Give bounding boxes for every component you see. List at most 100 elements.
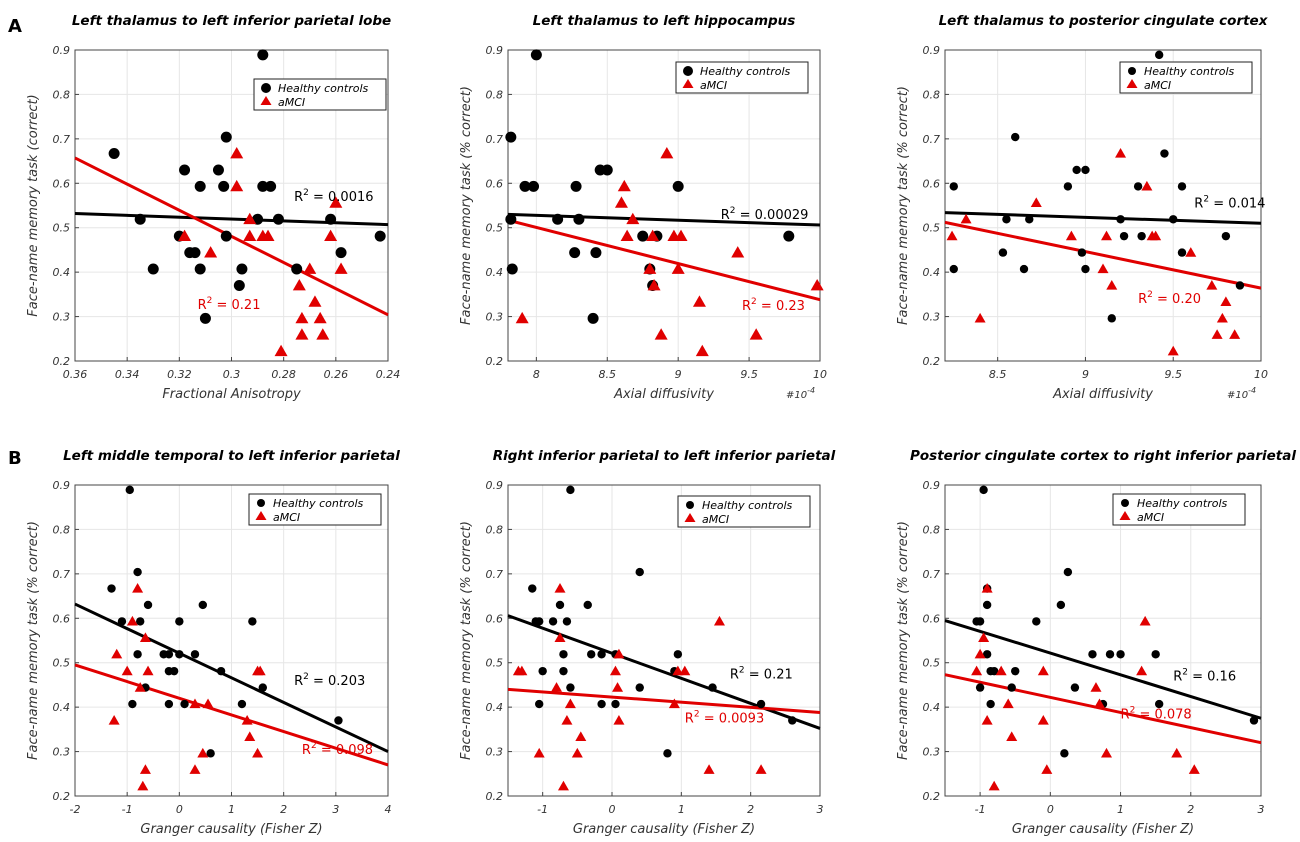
amci-point bbox=[1220, 296, 1232, 307]
x-tick-label: 0.34 bbox=[115, 368, 140, 381]
healthy-point bbox=[128, 699, 137, 709]
healthy-point bbox=[569, 247, 581, 259]
y-tick-label: 0.3 bbox=[923, 311, 941, 324]
y-tick-label: 0.4 bbox=[486, 266, 504, 279]
amci-point bbox=[308, 295, 322, 307]
amci-point bbox=[303, 262, 317, 274]
healthy-point bbox=[291, 263, 303, 275]
y-tick-label: 0.6 bbox=[923, 612, 941, 625]
y-tick-label: 0.7 bbox=[486, 568, 504, 581]
amci-fit-line bbox=[944, 220, 1262, 290]
healthy-point bbox=[552, 213, 564, 225]
amci-point bbox=[571, 747, 583, 758]
legend-healthy-marker bbox=[257, 499, 265, 507]
healthy-point bbox=[637, 230, 649, 242]
y-tick-label: 0.6 bbox=[486, 612, 504, 625]
x-tick-label: -2 bbox=[70, 803, 81, 816]
y-tick-label: 0.8 bbox=[923, 88, 941, 101]
healthy-point bbox=[194, 180, 206, 192]
x-tick-label: 2 bbox=[747, 803, 754, 816]
r2-amci-prefix: R bbox=[198, 298, 207, 313]
healthy-point bbox=[635, 567, 644, 577]
healthy-point bbox=[179, 164, 191, 176]
amci-point bbox=[646, 229, 660, 242]
amci-fit-line bbox=[74, 663, 389, 767]
healthy-point bbox=[374, 230, 386, 242]
amci-point bbox=[1115, 148, 1127, 158]
y-tick-label: 0.8 bbox=[923, 523, 941, 536]
chart-4: -2 -1 0 1 2 3 4 0.2 0.3 0.4 0.5 0.6 0.7 0.8 0.9 Left mi… bbox=[26, 448, 400, 837]
legend-healthy-label: Healthy controls bbox=[700, 65, 790, 78]
healthy-fit-line bbox=[944, 619, 1262, 720]
amci-point bbox=[292, 278, 306, 291]
amci-fit-line bbox=[944, 673, 1262, 745]
amci-point bbox=[1188, 764, 1200, 774]
healthy-point bbox=[1116, 215, 1125, 224]
healthy-point bbox=[528, 584, 537, 593]
x-tick-label: 3 bbox=[332, 803, 339, 816]
healthy-point bbox=[1011, 666, 1020, 676]
healthy-point bbox=[1060, 749, 1069, 758]
amci-point bbox=[252, 747, 264, 758]
amci-point bbox=[1006, 731, 1018, 742]
x-axis-label: Granger causality (Fisher Z) bbox=[573, 822, 755, 837]
healthy-point bbox=[975, 683, 985, 692]
amci-point bbox=[643, 262, 657, 274]
amci-point bbox=[674, 229, 688, 242]
r2-healthy-sup: 2 bbox=[303, 188, 309, 198]
healthy-point bbox=[143, 600, 153, 610]
amci-point bbox=[575, 731, 587, 742]
healthy-point bbox=[216, 666, 226, 676]
y-tick-label: 0.2 bbox=[486, 355, 504, 368]
legend-healthy-marker bbox=[683, 66, 693, 76]
healthy-fit-line bbox=[74, 211, 389, 227]
healthy-point bbox=[190, 650, 200, 659]
amci-point bbox=[108, 714, 120, 725]
y-tick-label: 0.4 bbox=[486, 701, 504, 714]
healthy-point bbox=[519, 180, 531, 192]
x-tick-label: 8.5 bbox=[989, 368, 1007, 381]
healthy-point bbox=[220, 131, 232, 143]
amci-point bbox=[551, 682, 563, 692]
amci-point bbox=[1037, 665, 1049, 676]
healthy-point bbox=[258, 683, 267, 692]
healthy-point bbox=[708, 683, 717, 692]
healthy-point bbox=[756, 699, 766, 709]
healthy-point bbox=[1154, 50, 1164, 60]
amci-point bbox=[971, 665, 983, 676]
y-tick-label: 0.7 bbox=[53, 133, 71, 146]
amci-point bbox=[139, 764, 151, 774]
healthy-point bbox=[1177, 248, 1187, 257]
y-tick-label: 0.9 bbox=[486, 44, 504, 57]
healthy-point bbox=[108, 148, 120, 160]
r2-healthy-prefix: R bbox=[730, 667, 739, 682]
legend-amci-label: aMCI bbox=[700, 79, 727, 92]
healthy-point bbox=[587, 650, 596, 659]
amci-point bbox=[1141, 180, 1153, 191]
x-tick-label: -1 bbox=[537, 803, 548, 816]
healthy-point bbox=[212, 164, 224, 176]
healthy-point bbox=[673, 650, 683, 659]
r2-amci-prefix: R bbox=[1138, 292, 1147, 307]
healthy-point bbox=[272, 213, 284, 225]
amci-point bbox=[995, 665, 1007, 676]
amci-point bbox=[1211, 329, 1223, 339]
healthy-point bbox=[566, 683, 575, 692]
legend-healthy-marker bbox=[261, 83, 271, 93]
x-axis-label: Axial diffusivity bbox=[613, 387, 714, 402]
amci-point bbox=[564, 698, 576, 709]
y-axis-label: Face-name memory task (% correct) bbox=[896, 86, 911, 325]
y-tick-label: 0.5 bbox=[53, 657, 71, 670]
y-tick-label: 0.5 bbox=[923, 222, 941, 235]
amci-point bbox=[692, 295, 706, 307]
amci-point bbox=[749, 328, 763, 340]
legend-amci-marker bbox=[1126, 79, 1138, 88]
y-tick-label: 0.7 bbox=[53, 568, 71, 581]
amci-point bbox=[329, 196, 343, 208]
r2-amci-sup: 2 bbox=[311, 741, 317, 751]
healthy-point bbox=[601, 164, 613, 176]
healthy-point bbox=[248, 617, 257, 626]
r2-amci-sup: 2 bbox=[751, 297, 757, 307]
healthy-point bbox=[663, 749, 672, 758]
healthy-point bbox=[506, 263, 518, 275]
